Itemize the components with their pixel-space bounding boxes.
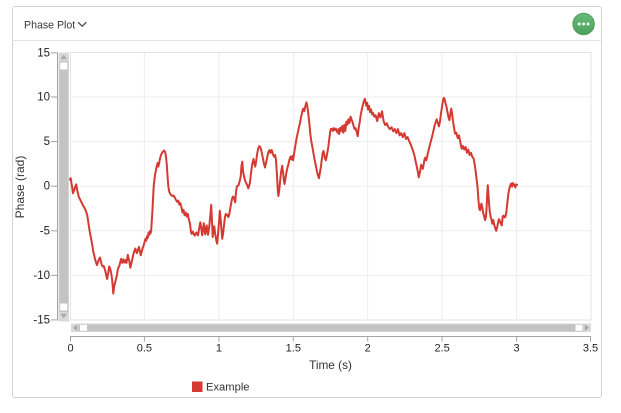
svg-text:10: 10 [37, 92, 50, 104]
svg-text:2: 2 [365, 343, 371, 355]
svg-text:5: 5 [44, 136, 50, 148]
svg-text:Phase Plot: Phase Plot [24, 19, 75, 31]
svg-text:-10: -10 [33, 270, 50, 282]
svg-text:Phase (rad): Phase (rad) [13, 156, 27, 219]
svg-text:Time (s): Time (s) [309, 358, 352, 372]
svg-text:-15: -15 [33, 314, 50, 326]
svg-text:0: 0 [67, 343, 73, 355]
svg-text:2.5: 2.5 [434, 343, 449, 355]
svg-text:0: 0 [44, 181, 50, 193]
svg-text:1: 1 [216, 343, 222, 355]
svg-text:3: 3 [514, 343, 520, 355]
svg-text:3.5: 3.5 [583, 343, 598, 355]
svg-text:-5: -5 [40, 225, 50, 237]
svg-text:0.5: 0.5 [137, 343, 152, 355]
svg-text:1.5: 1.5 [286, 343, 301, 355]
svg-text:Example: Example [206, 382, 250, 394]
svg-text:15: 15 [37, 48, 50, 60]
